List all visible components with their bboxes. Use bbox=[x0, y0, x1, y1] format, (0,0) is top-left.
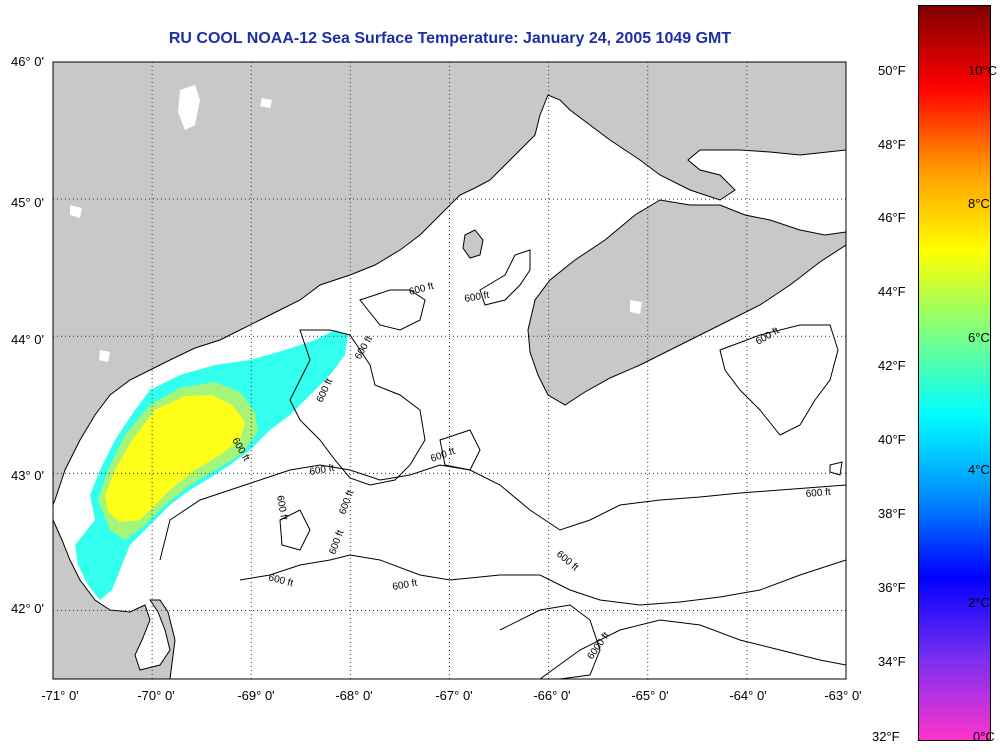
temperature-colorbar bbox=[918, 5, 991, 741]
land-cape-cod bbox=[53, 519, 176, 679]
legend-c-label: 0°C bbox=[973, 729, 995, 744]
legend-f-label: 46°F bbox=[878, 210, 906, 225]
legend-f-label: 32°F bbox=[872, 729, 900, 744]
legend-c-label: 2°C bbox=[968, 595, 990, 610]
legend-c-label: 6°C bbox=[968, 330, 990, 345]
lon-tick-label: -67° 0' bbox=[435, 688, 472, 703]
contour-label: 600 ft bbox=[274, 495, 289, 522]
graticule bbox=[53, 62, 846, 679]
lat-tick-label: 42° 0' bbox=[11, 601, 44, 616]
lat-tick-label: 44° 0' bbox=[11, 332, 44, 347]
lon-tick-label: -63° 0' bbox=[824, 688, 861, 703]
map-frame bbox=[52, 61, 847, 680]
legend-f-label: 42°F bbox=[878, 358, 906, 373]
map-title: RU COOL NOAA-12 Sea Surface Temperature:… bbox=[168, 30, 732, 47]
lon-tick-label: -64° 0' bbox=[729, 688, 766, 703]
legend-f-label: 36°F bbox=[878, 580, 906, 595]
land-island bbox=[462, 229, 484, 259]
legend-f-label: 44°F bbox=[878, 284, 906, 299]
legend-c-label: 8°C bbox=[968, 196, 990, 211]
legend-f-label: 40°F bbox=[878, 432, 906, 447]
contour-label: 600 ft bbox=[805, 487, 831, 500]
sst-warm-core bbox=[105, 395, 245, 522]
lon-tick-label: -69° 0' bbox=[237, 688, 274, 703]
legend-f-label: 34°F bbox=[878, 654, 906, 669]
lat-tick-label: 46° 0' bbox=[11, 54, 44, 69]
lon-tick-label: -70° 0' bbox=[137, 688, 174, 703]
land-nova-scotia bbox=[527, 199, 846, 406]
contour-label: 600 ft bbox=[309, 463, 336, 478]
lon-tick-label: -66° 0' bbox=[533, 688, 570, 703]
lon-tick-label: -71° 0' bbox=[41, 688, 78, 703]
lat-tick-label: 43° 0' bbox=[11, 468, 44, 483]
lat-tick-label: 45° 0' bbox=[11, 195, 44, 210]
lon-tick-label: -65° 0' bbox=[631, 688, 668, 703]
contour-label: 600 ft bbox=[392, 578, 419, 593]
legend-c-label: 4°C bbox=[968, 462, 990, 477]
bathymetry-contours bbox=[159, 249, 846, 679]
legend-f-label: 48°F bbox=[878, 137, 906, 152]
legend-f-label: 38°F bbox=[878, 506, 906, 521]
contour-label: 600 ft bbox=[464, 290, 491, 305]
legend-f-label: 50°F bbox=[878, 63, 906, 78]
legend-c-label: 10°C bbox=[968, 63, 998, 78]
lon-tick-label: -68° 0' bbox=[335, 688, 372, 703]
land-mainland bbox=[53, 62, 846, 506]
